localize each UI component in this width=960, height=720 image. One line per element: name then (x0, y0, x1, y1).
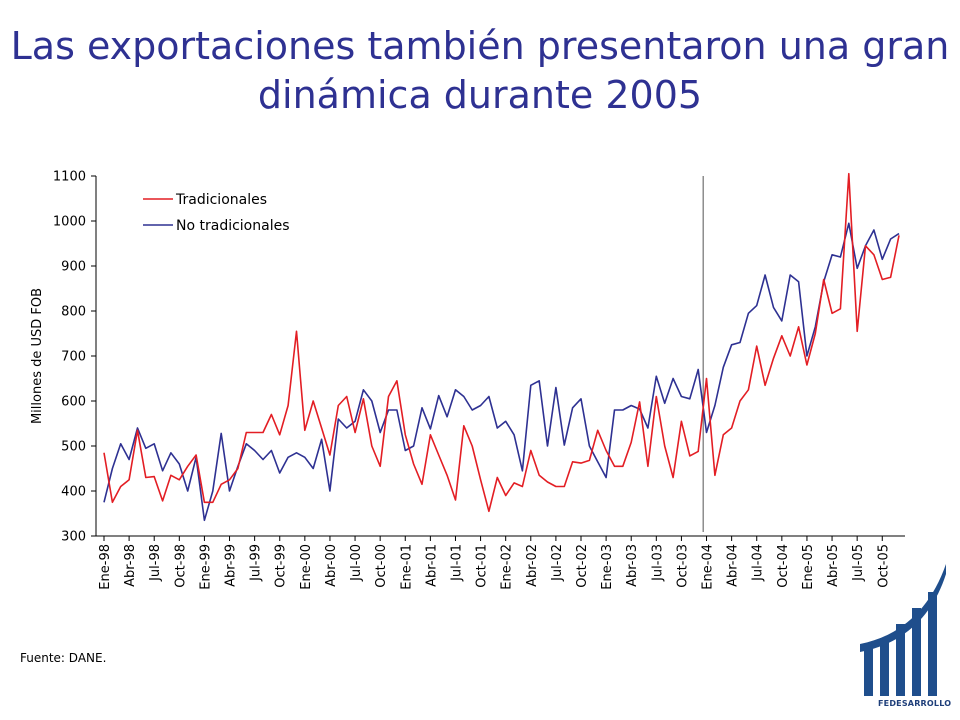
legend-label: No tradicionales (176, 218, 290, 234)
x-tick-label: Jul-04 (751, 544, 766, 582)
x-tick-label: Oct-99 (274, 544, 289, 588)
x-tick-label: Jul-00 (349, 544, 364, 582)
x-tick-label: Oct-00 (374, 544, 389, 588)
x-tick-label: Oct-01 (475, 544, 490, 588)
y-tick-label: 1000 (53, 215, 86, 230)
x-tick-label: Abr-99 (224, 544, 239, 587)
x-tick-label: Abr-98 (123, 544, 138, 587)
x-tick-label: Jul-03 (650, 544, 665, 582)
y-tick-label: 1100 (53, 170, 86, 185)
x-tick-label: Ene-01 (399, 544, 414, 590)
x-tick-label: Jul-98 (148, 544, 163, 582)
y-axis-title: Millones de USD FOB (30, 288, 45, 424)
y-tick-label: 800 (61, 305, 86, 320)
x-tick-label: Ene-02 (500, 544, 515, 590)
x-tick-label: Oct-04 (776, 544, 791, 588)
title-line-1: Las exportaciones también presentaron un… (10, 24, 950, 68)
y-tick-label: 600 (61, 395, 86, 410)
legend-label: Tradicionales (175, 192, 267, 208)
x-tick-label: Jul-01 (449, 544, 464, 582)
x-tick-label: Abr-03 (625, 544, 640, 587)
x-tick-label: Ene-05 (801, 544, 816, 590)
y-tick-label: 300 (61, 530, 86, 545)
y-tick-label: 400 (61, 485, 86, 500)
logo-text: FEDESARROLLO (878, 699, 952, 708)
x-tick-label: Ene-98 (98, 544, 113, 590)
x-tick-label: Oct-05 (876, 544, 891, 588)
x-tick-label: Abr-04 (726, 544, 741, 587)
x-tick-label: Abr-01 (424, 544, 439, 587)
page-title: Las exportaciones también presentaron un… (0, 22, 960, 120)
series-line-tradicionales (103, 172, 900, 513)
y-tick-label: 700 (61, 350, 86, 365)
x-tick-label: Ene-03 (600, 544, 615, 590)
source-note: Fuente: DANE. (20, 651, 107, 665)
logo-graphic (860, 564, 946, 696)
x-tick-label: Ene-04 (701, 544, 716, 590)
x-tick-label: Jul-02 (550, 544, 565, 582)
y-tick-label: 900 (61, 260, 86, 275)
x-tick-label: Abr-02 (525, 544, 540, 587)
x-tick-label: Oct-98 (173, 544, 188, 588)
title-line-2: dinámica durante 2005 (257, 73, 703, 117)
x-tick-label: Abr-00 (324, 544, 339, 587)
x-tick-label: Abr-05 (826, 544, 841, 587)
x-tick-label: Oct-02 (575, 544, 590, 588)
x-tick-label: Oct-03 (675, 544, 690, 588)
x-tick-label: Ene-99 (198, 544, 213, 590)
x-tick-label: Ene-00 (299, 544, 314, 590)
x-tick-label: Jul-05 (851, 544, 866, 582)
y-tick-label: 500 (61, 440, 86, 455)
x-tick-label: Jul-99 (249, 544, 264, 582)
